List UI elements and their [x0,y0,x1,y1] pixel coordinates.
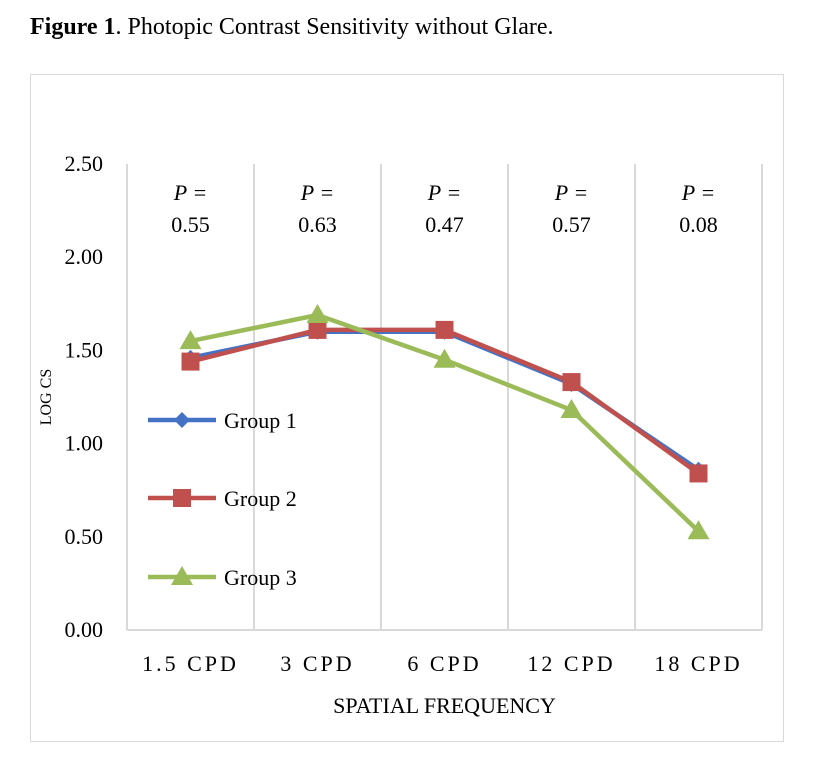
y-tick-label: 0.50 [65,524,104,549]
data-point-triangle [306,303,329,323]
data-point-square [308,320,327,339]
series-layer [179,303,710,540]
y-tick-label: 2.00 [65,244,104,269]
x-tick-label: 3 CPD [280,651,354,676]
data-point-square [181,352,200,371]
chart-frame [30,74,784,742]
p-value-label: P = [300,180,334,205]
x-tick-label: 12 CPD [527,651,615,676]
legend-label: Group 1 [224,408,297,433]
p-value-number: 0.08 [679,212,718,237]
legend-label: Group 2 [224,486,297,511]
p-value-label: P = [554,180,588,205]
legend-label: Group 3 [224,565,297,590]
p-value-number: 0.63 [298,212,337,237]
data-point-triangle [171,566,193,585]
y-tick-label: 0.00 [65,617,104,642]
data-point-square [562,373,581,392]
y-axis-title: LOG CS [38,369,55,425]
p-value-label: P = [173,180,207,205]
figure-caption: Figure 1. Photopic Contrast Sensitivity … [30,14,554,41]
y-tick-label: 1.00 [65,431,104,456]
data-point-diamond [174,412,190,428]
grid-layer [126,164,763,631]
x-tick-label: 18 CPD [654,651,742,676]
data-point-square [435,320,454,339]
y-tick-label: 1.50 [65,337,104,362]
figure-label: Figure 1 [30,14,116,40]
x-tick-label: 1.5 CPD [142,651,239,676]
data-point-triangle [687,520,710,540]
figure-caption-text: . Photopic Contrast Sensitivity without … [115,14,554,40]
data-point-triangle [433,348,456,368]
data-point-triangle [560,399,583,419]
data-point-square [689,464,708,483]
p-value-number: 0.57 [552,212,591,237]
x-tick-label: 6 CPD [407,651,481,676]
p-value-number: 0.55 [171,212,210,237]
label-layer: 0.00 0.50 1.00 1.50 2.00 2.50 1.5 CPD 3 CPD 6 CP… [38,151,742,718]
p-value-label: P = [681,180,715,205]
p-value-label: P = [427,180,461,205]
data-point-triangle [179,330,202,350]
y-tick-label: 2.50 [65,151,104,176]
data-point-square [173,489,191,507]
p-value-number: 0.47 [425,212,464,237]
x-axis-title: SPATIAL FREQUENCY [333,693,556,718]
